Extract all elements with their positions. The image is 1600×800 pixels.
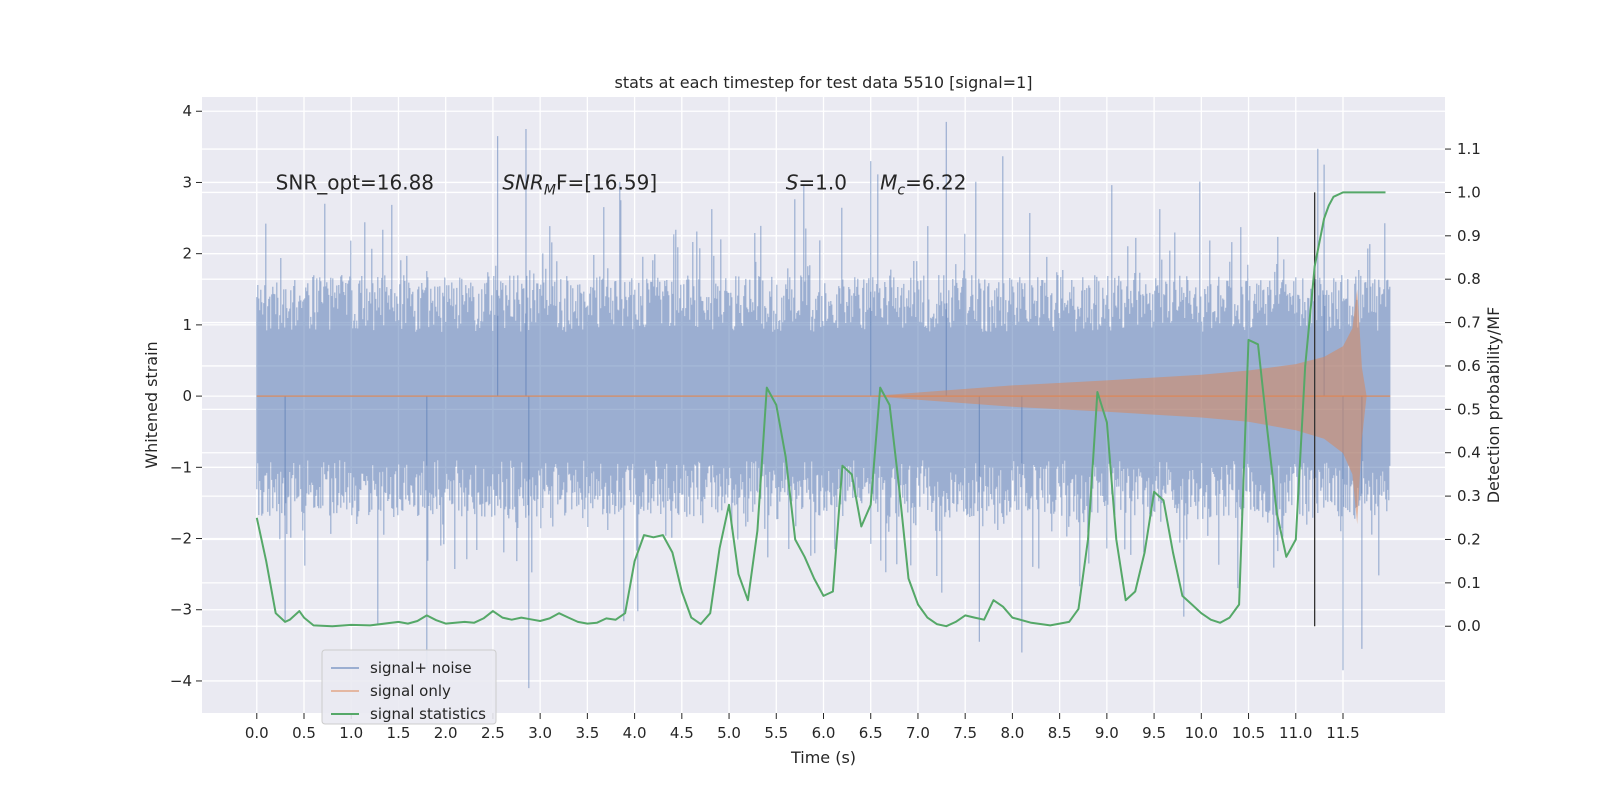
y-axis-ticks: −4 −3 −2 −1 0 1 2 3 4 bbox=[170, 102, 202, 690]
y2-axis-ticks: 0.0 0.1 0.2 0.3 0.4 0.5 0.6 0.7 0.8 0.9 1.0 1.1 bbox=[1445, 140, 1481, 635]
annotations: SNR_opt=16.88 SNRMF=[16.59] S=1.0 Mc=6.22 bbox=[276, 170, 967, 198]
x-tick-label: 1.5 bbox=[387, 724, 411, 742]
annotation-0: SNR_opt=16.88 bbox=[276, 170, 434, 194]
x-tick-label: 0.0 bbox=[245, 724, 269, 742]
y-tick-label: −2 bbox=[170, 530, 192, 548]
y-tick-label: 3 bbox=[182, 173, 192, 191]
x-tick-label: 3.5 bbox=[575, 724, 599, 742]
signal-statistics-series bbox=[255, 191, 1386, 628]
y-tick-label: −3 bbox=[170, 601, 192, 619]
x-tick-label: 6.5 bbox=[859, 724, 883, 742]
annotation-subscript: M bbox=[544, 182, 556, 198]
annotation-main: S bbox=[786, 170, 799, 194]
signal-only-envelope bbox=[256, 289, 1391, 525]
annotation-tail: F=[16.59] bbox=[556, 170, 657, 194]
legend-label: signal+ noise bbox=[370, 659, 472, 677]
y-axis-label: Whitened strain bbox=[142, 341, 161, 468]
chart-title: stats at each timestep for test data 551… bbox=[614, 73, 1032, 92]
y2-axis-label: Detection probability/MF bbox=[1484, 307, 1503, 504]
y-tick-label: −4 bbox=[170, 672, 192, 690]
x-tick-label: 8.0 bbox=[1000, 724, 1024, 742]
legend: signal+ noise signal only signal statistic… bbox=[321, 649, 497, 725]
x-tick-label: 9.0 bbox=[1095, 724, 1119, 742]
annotation-2: S=1.0 bbox=[786, 170, 847, 194]
x-tick-label: 1.0 bbox=[339, 724, 363, 742]
x-tick-label: 4.0 bbox=[623, 724, 647, 742]
x-tick-label: 5.5 bbox=[764, 724, 788, 742]
y-tick-label: 1 bbox=[182, 316, 192, 334]
legend-box bbox=[321, 649, 497, 725]
y2-tick-label: 0.0 bbox=[1457, 617, 1481, 635]
x-tick-label: 10.0 bbox=[1185, 724, 1218, 742]
y-tick-label: 0 bbox=[182, 387, 192, 405]
annotation-3: Mc=6.22 bbox=[880, 170, 966, 198]
annotation-tail: =1.0 bbox=[798, 170, 847, 194]
legend-label: signal statistics bbox=[370, 705, 486, 723]
x-tick-label: 11.0 bbox=[1279, 724, 1312, 742]
y2-tick-label: 0.7 bbox=[1457, 314, 1481, 332]
y2-tick-label: 1.0 bbox=[1457, 183, 1481, 201]
x-tick-label: 10.5 bbox=[1232, 724, 1265, 742]
y2-tick-label: 0.1 bbox=[1457, 574, 1481, 592]
x-tick-label: 2.5 bbox=[481, 724, 505, 742]
x-axis-ticks: 0.0 0.5 1.0 1.5 2.0 2.5 3.0 3.5 4.0 4.5 5.0 5.5 6.0 6… bbox=[245, 713, 1360, 742]
x-tick-label: 7.5 bbox=[953, 724, 977, 742]
x-tick-label: 5.0 bbox=[717, 724, 741, 742]
x-tick-label: 8.5 bbox=[1048, 724, 1072, 742]
y2-tick-label: 0.4 bbox=[1457, 444, 1481, 462]
y-tick-label: 2 bbox=[182, 245, 192, 263]
y2-tick-label: 0.9 bbox=[1457, 227, 1481, 245]
x-tick-label: 2.0 bbox=[434, 724, 458, 742]
signal-statistics-line bbox=[255, 191, 1386, 628]
annotation-subscript: c bbox=[897, 182, 905, 198]
y-tick-label: 4 bbox=[182, 102, 192, 120]
y2-tick-label: 0.6 bbox=[1457, 357, 1481, 375]
x-tick-label: 6.0 bbox=[812, 724, 836, 742]
x-tick-label: 9.5 bbox=[1142, 724, 1166, 742]
legend-label: signal only bbox=[370, 682, 451, 700]
y2-tick-label: 0.3 bbox=[1457, 487, 1481, 505]
y-tick-label: −1 bbox=[170, 458, 192, 476]
y2-tick-label: 0.2 bbox=[1457, 530, 1481, 548]
annotation-tail: =6.22 bbox=[905, 170, 966, 194]
x-tick-label: 3.0 bbox=[528, 724, 552, 742]
x-tick-label: 7.0 bbox=[906, 724, 930, 742]
signal-only-series bbox=[256, 289, 1391, 525]
x-axis-label: Time (s) bbox=[790, 748, 856, 767]
y2-tick-label: 0.8 bbox=[1457, 270, 1481, 288]
y2-tick-label: 1.1 bbox=[1457, 140, 1481, 158]
x-tick-label: 0.5 bbox=[292, 724, 316, 742]
y2-tick-label: 0.5 bbox=[1457, 400, 1481, 418]
annotation-1: SNRMF=[16.59] bbox=[502, 170, 657, 198]
x-tick-label: 4.5 bbox=[670, 724, 694, 742]
annotation-main: M bbox=[880, 170, 897, 194]
x-tick-label: 11.5 bbox=[1326, 724, 1359, 742]
annotation-main: SNR bbox=[502, 170, 544, 194]
